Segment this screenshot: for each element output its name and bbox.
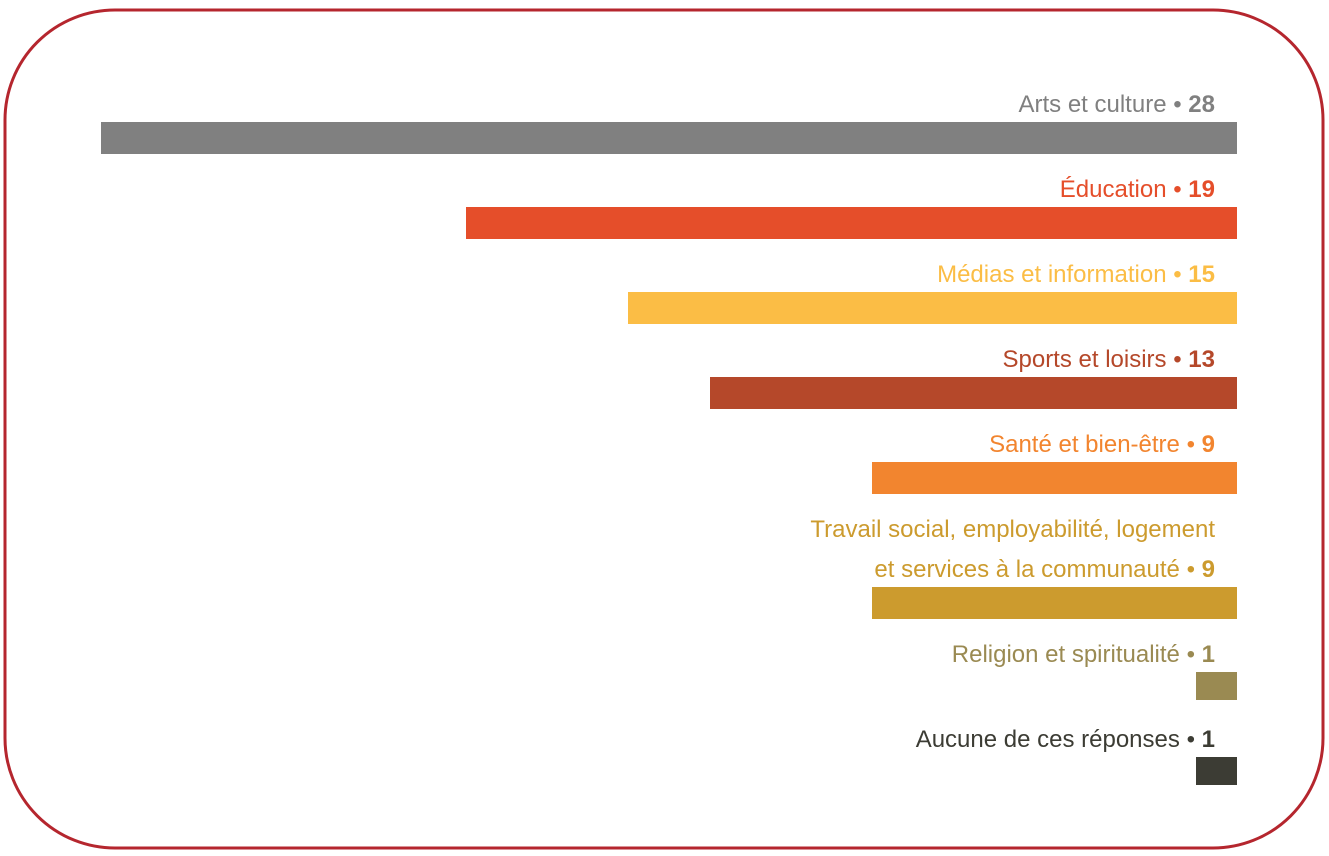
bar-label: Aucune de ces réponses • 1: [916, 720, 1215, 760]
bar: [466, 207, 1237, 239]
bar: [628, 292, 1237, 324]
separator: •: [1173, 91, 1182, 118]
value-label: 13: [1188, 346, 1215, 373]
separator: •: [1186, 641, 1195, 668]
bar: [871, 587, 1237, 619]
value-label: 1: [1201, 726, 1215, 753]
value-label: 1: [1201, 641, 1215, 668]
category-label: Religion et spiritualité: [951, 641, 1180, 668]
bar-label: Travail social, employabilité, logement …: [810, 510, 1215, 590]
separator: •: [1173, 176, 1182, 203]
value-label: 28: [1188, 91, 1215, 118]
bar: [709, 377, 1237, 409]
bar-label: Santé et bien-être • 9: [989, 425, 1215, 465]
separator: •: [1186, 726, 1195, 753]
bar: [871, 462, 1237, 494]
bar-label: Arts et culture • 28: [1018, 85, 1215, 125]
category-label: Aucune de ces réponses: [915, 726, 1180, 753]
category-label: Santé et bien-être: [989, 431, 1180, 458]
bar-label: Sports et loisirs • 13: [1002, 340, 1215, 380]
value-label: 9: [1201, 431, 1215, 458]
bar: [1196, 672, 1237, 700]
bar: [101, 122, 1237, 154]
bar-label: Religion et spiritualité • 1: [952, 635, 1215, 675]
category-label: Éducation: [1059, 176, 1167, 203]
separator: •: [1186, 431, 1195, 458]
value-label: 19: [1188, 176, 1215, 203]
category-label: Sports et loisirs: [1002, 346, 1167, 373]
value-label: 15: [1188, 261, 1215, 288]
bar-label: Médias et information • 15: [937, 255, 1215, 295]
bar-label: Éducation • 19: [1060, 170, 1215, 210]
separator: •: [1173, 261, 1182, 288]
bar: [1196, 757, 1237, 785]
category-label: Arts et culture: [1018, 91, 1167, 118]
value-label: 9: [1201, 556, 1215, 583]
category-label: Travail social, employabilité, logement …: [810, 516, 1215, 583]
separator: •: [1186, 556, 1195, 583]
separator: •: [1173, 346, 1182, 373]
category-label: Médias et information: [937, 261, 1167, 288]
border: [3, 8, 1325, 850]
